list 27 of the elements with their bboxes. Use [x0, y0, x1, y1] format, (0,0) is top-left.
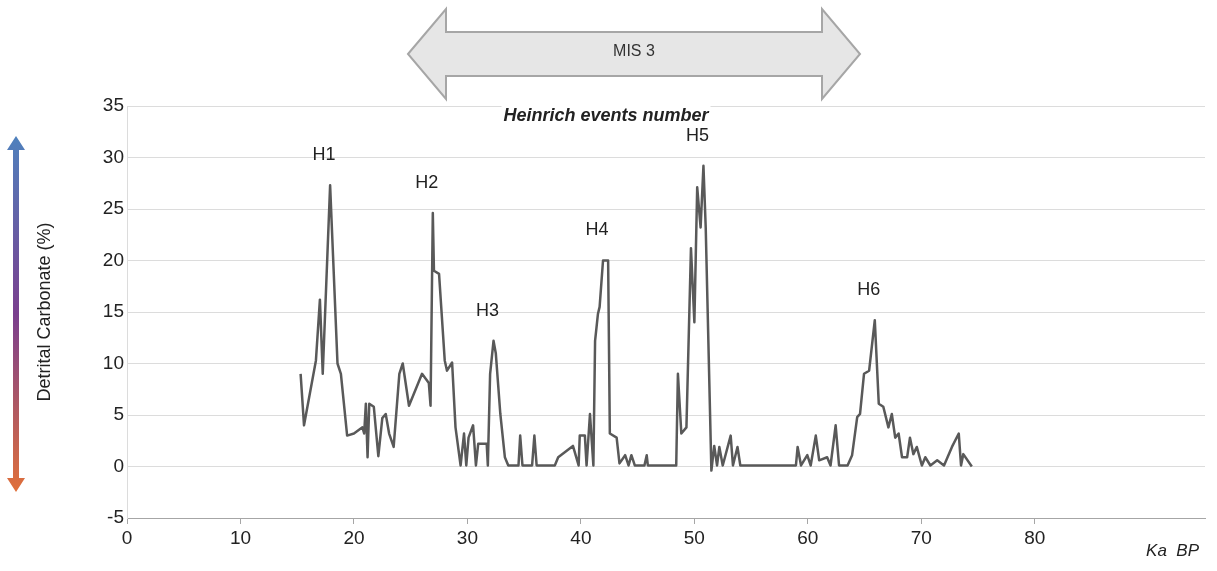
y-axis-title: Detrital Carbonate (%) — [33, 222, 54, 402]
x-tick-label: 50 — [683, 526, 705, 548]
x-tick-label: 20 — [343, 526, 365, 548]
y-tick-label: 10 — [102, 351, 124, 373]
annotation: H1 — [312, 144, 336, 165]
annotation: H4 — [585, 219, 609, 240]
y-tick-label: 0 — [113, 454, 124, 476]
y-tick-label: 15 — [102, 300, 124, 322]
chart-title: Heinrich events number — [503, 104, 710, 125]
x-tick-label: 30 — [456, 526, 478, 548]
y-tick-label: 25 — [102, 197, 124, 219]
x-tick-label: 60 — [797, 526, 819, 548]
y-tick-label: 5 — [113, 403, 124, 425]
x-tick-label: 10 — [229, 526, 252, 548]
annotation: H6 — [857, 279, 881, 300]
annotation: H2 — [415, 172, 439, 193]
y-tick-label: 35 — [102, 94, 124, 116]
x-tick-label: 70 — [910, 526, 932, 548]
x-tick-label: 40 — [570, 526, 592, 548]
double-arrow: MIS 3 — [406, 4, 862, 104]
y-tick-label: 20 — [102, 248, 124, 270]
annotation: H5 — [685, 124, 709, 145]
x-axis-title: Ka BP — [1146, 540, 1200, 560]
x-tick-label: 80 — [1024, 526, 1046, 548]
y-tick-label: -5 — [107, 506, 124, 528]
y-tick-label: 30 — [102, 145, 124, 167]
annotation: H3 — [476, 299, 500, 320]
